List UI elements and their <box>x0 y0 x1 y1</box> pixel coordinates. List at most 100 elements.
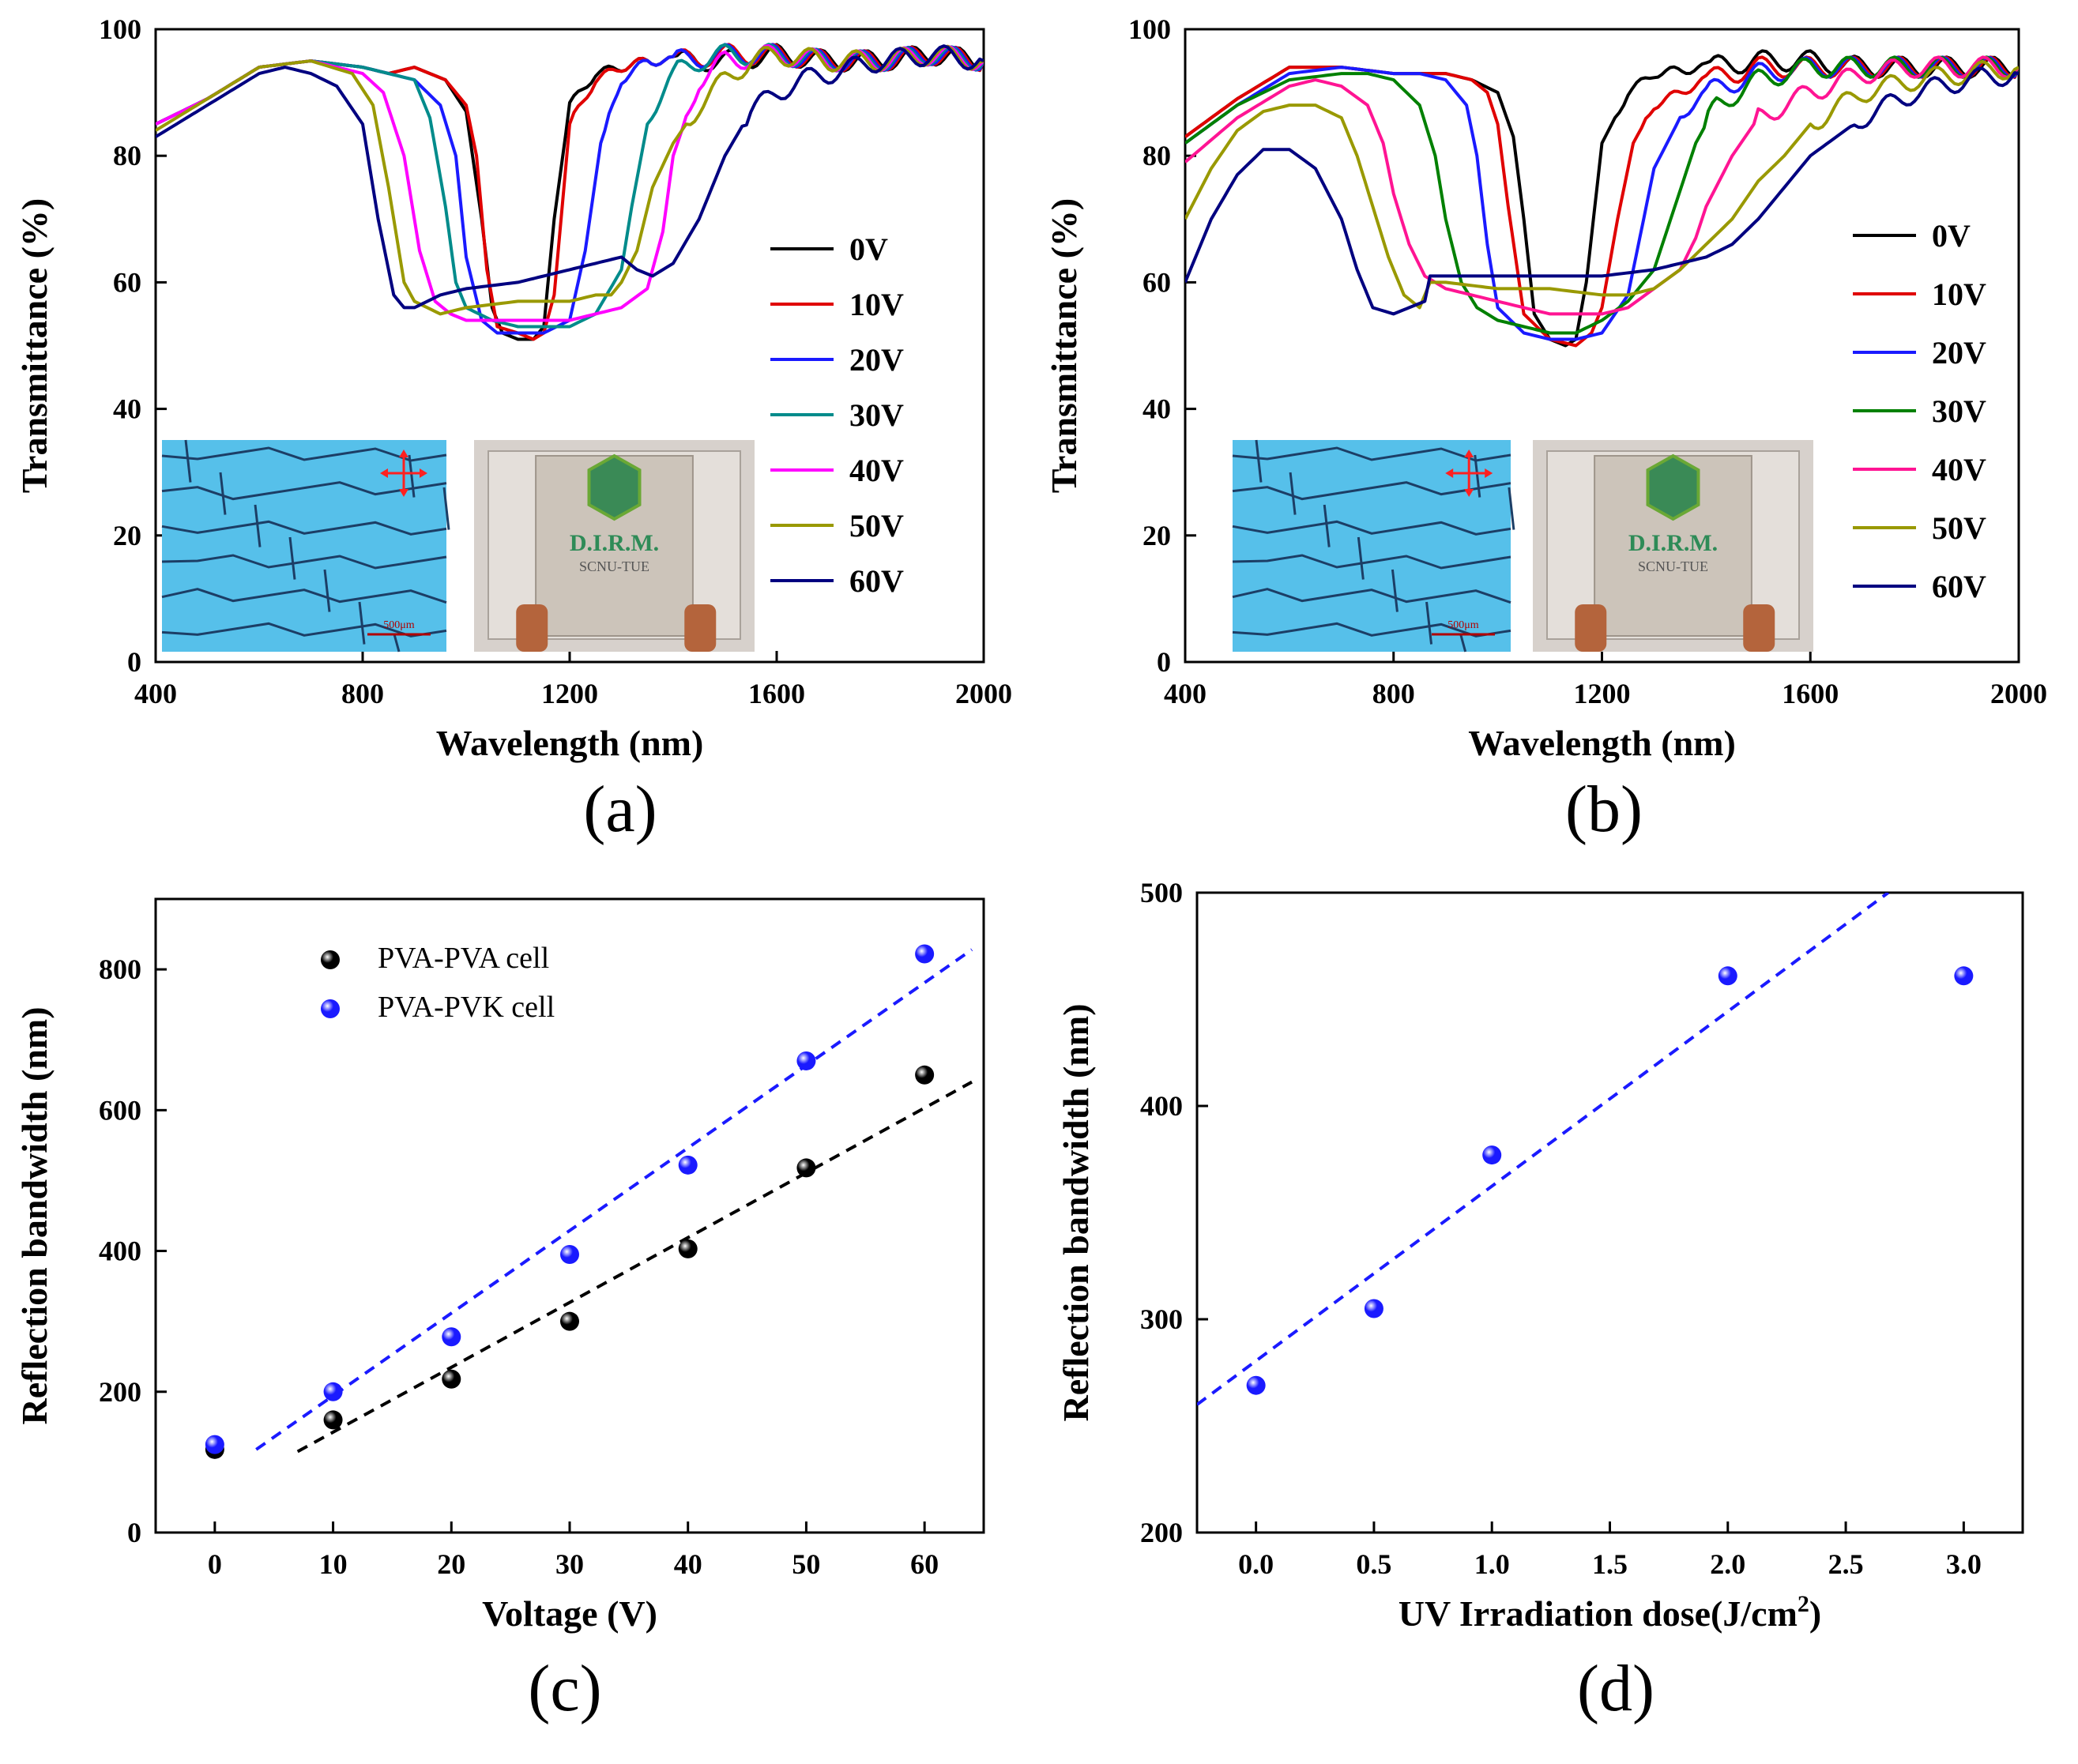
fit-line-c-PVA-PVA cell <box>296 1080 973 1454</box>
x-tick-label-c: 20 <box>437 1548 465 1580</box>
grain-boundary <box>161 520 447 536</box>
series-line-b-20V <box>1185 55 2019 341</box>
panel-label-b: (b) <box>1565 773 1643 846</box>
data-point-d-PVA-PVK cell <box>1246 1375 1266 1395</box>
copper-electrode <box>684 604 717 652</box>
x-tick-label-a: 2000 <box>955 678 1012 709</box>
x-tick-label-d: 3.0 <box>1946 1548 1982 1580</box>
grain-boundary <box>1232 622 1511 638</box>
grain-boundary <box>1425 601 1433 645</box>
grain-boundary <box>1232 588 1511 604</box>
data-point-c-PVA-PVK cell <box>796 1051 816 1070</box>
legend-label-b-50V: 50V <box>1932 510 1986 546</box>
x-tick-label-c: 30 <box>555 1548 584 1580</box>
arrow-head <box>420 468 427 478</box>
x-tick-label-d: 2.5 <box>1828 1548 1864 1580</box>
inset-photo-a: D.I.R.M. SCNU-TUE <box>474 440 755 652</box>
data-point-c-PVA-PVA cell <box>323 1410 343 1430</box>
data-point-d-PVA-PVK cell <box>1718 966 1737 986</box>
dirm-logo-subtext-a: SCNU-TUE <box>579 559 649 574</box>
legend-label-c-PVA-PVK cell: PVA-PVK cell <box>378 991 555 1024</box>
legend-label-a-60V: 60V <box>849 563 904 599</box>
panel-label-c: (c) <box>528 1652 601 1725</box>
x-tick-label-c: 50 <box>792 1548 820 1580</box>
grain-boundary <box>1289 472 1297 515</box>
y-tick-label-b: 20 <box>1143 520 1171 551</box>
data-point-c-PVA-PVK cell <box>915 944 935 964</box>
data-point-c-PVA-PVA cell <box>442 1369 461 1389</box>
dirm-logo-icon <box>1646 453 1700 521</box>
grain-boundary <box>1391 569 1399 612</box>
panel-b: 400 800 1200 1600 2000 0 20 40 60 80 100 Wavelength… <box>1044 13 2047 763</box>
copper-electrode <box>1575 604 1607 652</box>
data-point-c-PVA-PVA cell <box>678 1239 698 1258</box>
x-tick-label-d: 0.0 <box>1238 1548 1274 1580</box>
arrow-head <box>399 489 408 497</box>
y-tick-label-b: 40 <box>1143 393 1171 425</box>
grain-boundary <box>1255 439 1263 483</box>
grain-boundary <box>408 454 416 498</box>
legend-label-b-20V: 20V <box>1932 335 1986 370</box>
scale-bar-label-a: 500μm <box>383 619 415 631</box>
y-axis-title-a: Transmittance (%) <box>14 198 55 493</box>
y-tick-label-c: 800 <box>99 953 141 985</box>
arrow-head <box>1464 489 1474 497</box>
series-line-a-50V <box>156 44 984 316</box>
x-tick-label-d: 1.5 <box>1592 1548 1628 1580</box>
y-tick-label-b: 80 <box>1143 140 1171 171</box>
x-tick-label-b: 1200 <box>1574 678 1631 709</box>
y-tick-label-c: 600 <box>99 1094 141 1126</box>
legend-label-b-60V: 60V <box>1932 569 1986 604</box>
x-tick-label-c: 10 <box>319 1548 348 1580</box>
y-tick-label-d: 300 <box>1140 1303 1183 1335</box>
grain-boundary <box>219 472 227 515</box>
x-tick-label-a: 1600 <box>748 678 805 709</box>
grain-boundary <box>161 622 447 638</box>
legend-label-a-40V: 40V <box>849 453 904 488</box>
x-tick-label-b: 800 <box>1372 678 1415 709</box>
grain-boundary <box>1357 536 1365 580</box>
x-axis-title-d: UV Irradiation dose(J/cm2) <box>1399 1591 1821 1634</box>
inset-micrograph-b: 500μm <box>1232 439 1515 653</box>
grain-boundary <box>1474 454 1481 498</box>
y-tick-label-c: 200 <box>99 1376 141 1408</box>
data-point-c-PVA-PVA cell <box>915 1065 935 1085</box>
grain-boundary <box>254 504 262 547</box>
y-tick-label-a: 100 <box>99 13 141 45</box>
data-point-d-PVA-PVK cell <box>1364 1299 1383 1318</box>
y-tick-label-c: 400 <box>99 1236 141 1267</box>
grain-boundary <box>161 554 447 570</box>
series-line-a-40V <box>156 43 984 322</box>
y-tick-label-b: 0 <box>1157 646 1171 678</box>
x-tick-label-a: 400 <box>134 678 177 709</box>
grain-boundary <box>393 634 401 653</box>
y-axis-title-c: Reflection bandwidth (nm) <box>14 1006 55 1424</box>
data-point-c-PVA-PVK cell <box>678 1155 698 1175</box>
legend-label-b-40V: 40V <box>1932 452 1986 487</box>
legend-label-a-30V: 30V <box>849 397 904 433</box>
x-tick-label-b: 2000 <box>1990 678 2047 709</box>
panel-d: 0.0 0.5 1.0 1.5 2.0 2.5 3.0 200 300 400 500 UV Irra… <box>1056 877 2024 1634</box>
micrograph-bg <box>1233 440 1511 652</box>
x-tick-label-c: 0 <box>208 1548 222 1580</box>
arrow-head <box>399 449 408 457</box>
grain-boundary <box>184 439 192 483</box>
grain-boundary <box>288 536 296 580</box>
x-tick-label-b: 1600 <box>1782 678 1839 709</box>
arrow-head <box>1464 449 1474 457</box>
y-tick-label-a: 80 <box>113 140 141 171</box>
x-tick-label-b: 400 <box>1164 678 1207 709</box>
plot-area-d <box>1197 893 1890 1406</box>
fit-line-c-PVA-PVK cell <box>255 948 973 1451</box>
copper-electrode <box>516 604 548 652</box>
grain-boundary <box>442 487 450 530</box>
plot-frame-d <box>1195 891 2024 1534</box>
data-point-c-PVA-PVK cell <box>323 1382 343 1401</box>
grain-boundary <box>161 446 447 462</box>
y-tick-label-d: 500 <box>1140 877 1183 908</box>
y-tick-label-a: 20 <box>113 520 141 551</box>
grain-boundary <box>1459 634 1467 653</box>
grain-boundary <box>1508 487 1515 530</box>
x-tick-label-c: 60 <box>910 1548 939 1580</box>
grain-boundary <box>323 569 331 612</box>
